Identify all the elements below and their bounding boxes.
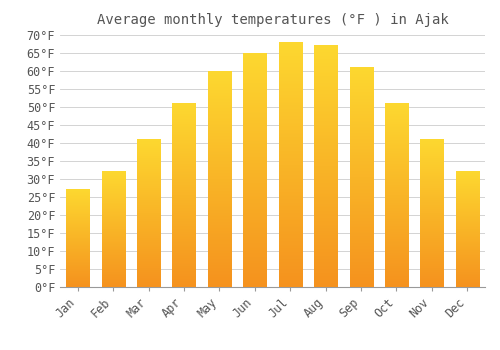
Title: Average monthly temperatures (°F ) in Ajak: Average monthly temperatures (°F ) in Aj… <box>96 13 448 27</box>
